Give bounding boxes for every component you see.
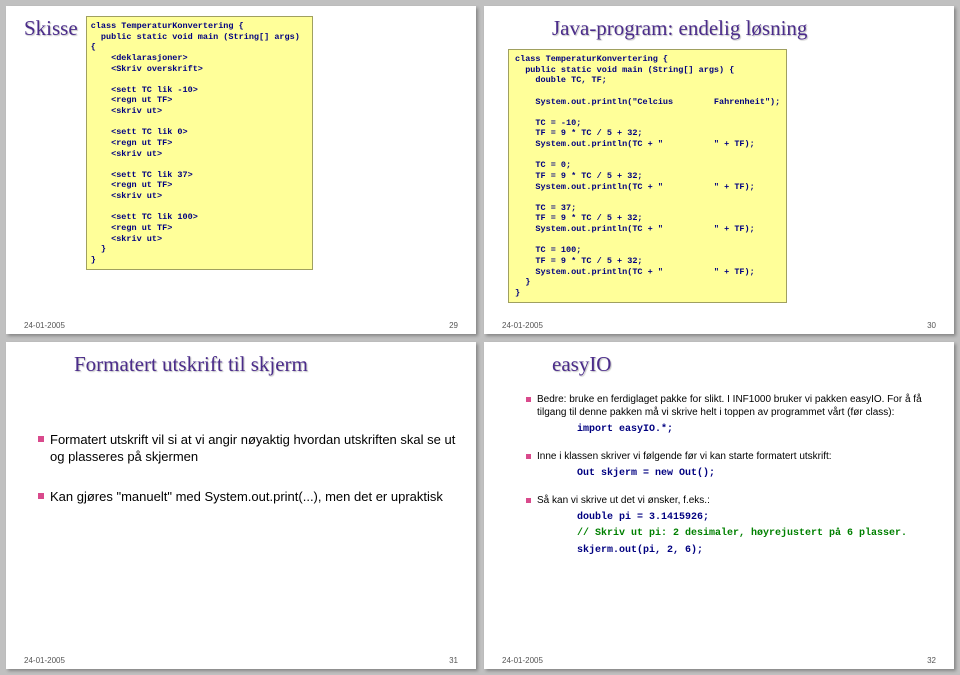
slide-easyio: easyIO Bedre: bruke en ferdiglaget pakke… <box>484 342 954 670</box>
code-block: class TemperaturKonvertering { public st… <box>86 16 313 270</box>
code-line: double pi = 3.1415926; <box>577 511 907 525</box>
code-block: class TemperaturKonvertering { public st… <box>508 49 787 303</box>
bullet-text: Formatert utskrift vil si at vi angir nø… <box>50 431 458 466</box>
slide-title: Formatert utskrift til skjerm <box>74 352 458 377</box>
footer-date: 24-01-2005 <box>24 656 65 665</box>
slide-formatert: Formatert utskrift til skjerm Formatert … <box>6 342 476 670</box>
code-comment: // Skriv ut pi: 2 desimaler, høyrejuster… <box>577 527 907 541</box>
slide-title: Java-program: endelig løsning <box>552 16 936 41</box>
footer-date: 24-01-2005 <box>502 321 543 330</box>
footer-page: 30 <box>927 321 936 330</box>
footer-page: 29 <box>449 321 458 330</box>
bullet-marker <box>526 498 531 503</box>
code-line: Out skjerm = new Out(); <box>577 467 832 481</box>
slide-title: Skisse <box>24 16 78 41</box>
slide-grid: Skisse class TemperaturKonvertering { pu… <box>0 0 960 675</box>
slide-footer: 24-01-2005 31 <box>24 656 458 665</box>
bullet-item: Formatert utskrift vil si at vi angir nø… <box>38 431 458 466</box>
bullet-text: Bedre: bruke en ferdiglaget pakke for sl… <box>537 394 922 419</box>
footer-date: 24-01-2005 <box>24 321 65 330</box>
bullet-text: Inne i klassen skriver vi følgende før v… <box>537 451 832 462</box>
bullet-item: Inne i klassen skriver vi følgende før v… <box>526 450 936 480</box>
footer-page: 32 <box>927 656 936 665</box>
bullet-marker <box>526 397 531 402</box>
footer-page: 31 <box>449 656 458 665</box>
bullet-marker <box>38 436 44 442</box>
slide-title: easyIO <box>552 352 936 377</box>
footer-date: 24-01-2005 <box>502 656 543 665</box>
slide-footer: 24-01-2005 30 <box>502 321 936 330</box>
bullet-marker <box>526 454 531 459</box>
bullet-item: Så kan vi skrive ut det vi ønsker, f.eks… <box>526 494 936 557</box>
bullet-marker <box>38 493 44 499</box>
slide-skisse: Skisse class TemperaturKonvertering { pu… <box>6 6 476 334</box>
slide-footer: 24-01-2005 32 <box>502 656 936 665</box>
slide-footer: 24-01-2005 29 <box>24 321 458 330</box>
bullet-text: Så kan vi skrive ut det vi ønsker, f.eks… <box>537 495 710 506</box>
code-line: skjerm.out(pi, 2, 6); <box>577 544 907 558</box>
bullet-item: Bedre: bruke en ferdiglaget pakke for sl… <box>526 393 936 437</box>
bullet-text: Kan gjøres "manuelt" med System.out.prin… <box>50 488 443 506</box>
slide-java-program: Java-program: endelig løsning class Temp… <box>484 6 954 334</box>
code-line: import easyIO.*; <box>577 423 936 437</box>
bullet-item: Kan gjøres "manuelt" med System.out.prin… <box>38 488 458 506</box>
